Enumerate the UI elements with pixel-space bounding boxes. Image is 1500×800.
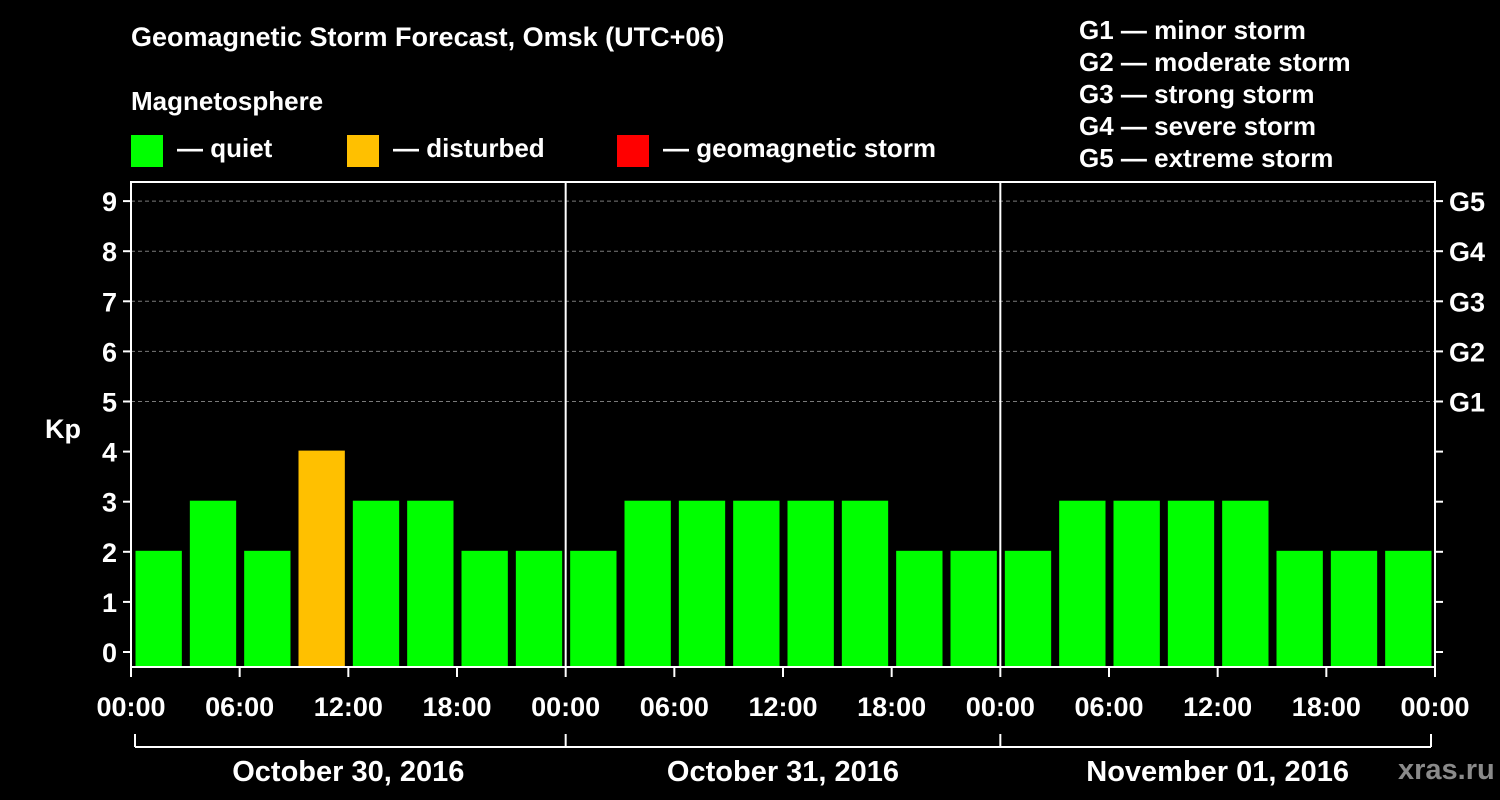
bar-11 <box>733 500 780 667</box>
bar-18 <box>1113 500 1160 667</box>
legend-swatch-disturbed <box>347 135 379 167</box>
legend-label-disturbed: — disturbed <box>393 133 545 163</box>
right-axis-label-g3: G3 <box>1449 287 1485 317</box>
bar-12 <box>787 500 834 667</box>
x-tick-label-7: 18:00 <box>857 692 926 722</box>
y-tick-label-0: 0 <box>102 638 117 668</box>
day-label-1: October 31, 2016 <box>667 756 899 788</box>
storm-scale-g1: G1 — minor storm <box>1079 15 1306 45</box>
bar-15 <box>950 550 997 667</box>
storm-scale-g5: G5 — extreme storm <box>1079 143 1334 173</box>
x-tick-label-10: 12:00 <box>1183 692 1252 722</box>
y-tick-label-7: 7 <box>102 287 117 317</box>
bar-1 <box>189 500 237 667</box>
right-axis-label-g2: G2 <box>1449 337 1485 367</box>
x-tick-label-11: 18:00 <box>1292 692 1361 722</box>
x-tick-label-9: 06:00 <box>1074 692 1143 722</box>
bar-16 <box>1004 550 1052 667</box>
bar-22 <box>1330 550 1378 667</box>
chart-title: Geomagnetic Storm Forecast, Omsk (UTC+06… <box>131 22 725 52</box>
bar-9 <box>624 500 671 667</box>
watermark: xras.ru <box>1398 754 1495 786</box>
legend-label-storm: — geomagnetic storm <box>663 133 937 163</box>
x-tick-label-4: 00:00 <box>531 692 600 722</box>
x-tick-label-0: 00:00 <box>96 692 165 722</box>
bar-19 <box>1167 500 1215 667</box>
y-axis-label: Kp <box>45 414 81 444</box>
y-tick-label-6: 6 <box>102 337 117 367</box>
bar-7 <box>515 550 563 667</box>
x-tick-label-6: 12:00 <box>748 692 817 722</box>
right-axis-label-g4: G4 <box>1449 237 1485 267</box>
bar-23 <box>1385 550 1432 667</box>
right-axis-label-g1: G1 <box>1449 388 1485 418</box>
y-tick-label-1: 1 <box>102 588 117 618</box>
bar-0 <box>135 550 182 667</box>
x-tick-label-3: 18:00 <box>422 692 491 722</box>
bar-14 <box>896 550 943 667</box>
bar-3 <box>298 450 345 667</box>
bar-6 <box>461 550 508 667</box>
magnetosphere-label: Magnetosphere <box>131 86 324 116</box>
bar-2 <box>244 550 291 667</box>
right-axis-label-g5: G5 <box>1449 187 1485 217</box>
bar-8 <box>570 550 617 667</box>
bar-20 <box>1222 500 1269 667</box>
y-tick-label-8: 8 <box>102 237 117 267</box>
bar-13 <box>841 500 889 667</box>
x-tick-label-12: 00:00 <box>1400 692 1469 722</box>
legend-swatch-storm <box>617 135 649 167</box>
y-tick-label-4: 4 <box>102 438 117 468</box>
day-label-0: October 30, 2016 <box>232 756 464 788</box>
y-tick-label-3: 3 <box>102 488 117 518</box>
legend-swatch-quiet <box>131 135 163 167</box>
storm-scale-g3: G3 — strong storm <box>1079 79 1315 109</box>
y-tick-label-2: 2 <box>102 538 117 568</box>
legend-label-quiet: — quiet <box>177 133 273 163</box>
bar-21 <box>1276 550 1323 667</box>
bar-4 <box>352 500 400 667</box>
x-tick-label-1: 06:00 <box>205 692 274 722</box>
bar-5 <box>407 500 454 667</box>
x-tick-label-5: 06:00 <box>640 692 709 722</box>
x-tick-label-2: 12:00 <box>314 692 383 722</box>
bar-17 <box>1059 500 1106 667</box>
y-tick-label-9: 9 <box>102 187 117 217</box>
x-tick-label-8: 00:00 <box>966 692 1035 722</box>
storm-scale-g2: G2 — moderate storm <box>1079 47 1351 77</box>
y-tick-label-5: 5 <box>102 388 117 418</box>
day-label-2: November 01, 2016 <box>1086 756 1349 788</box>
bar-10 <box>678 500 726 667</box>
storm-scale-g4: G4 — severe storm <box>1079 111 1317 141</box>
